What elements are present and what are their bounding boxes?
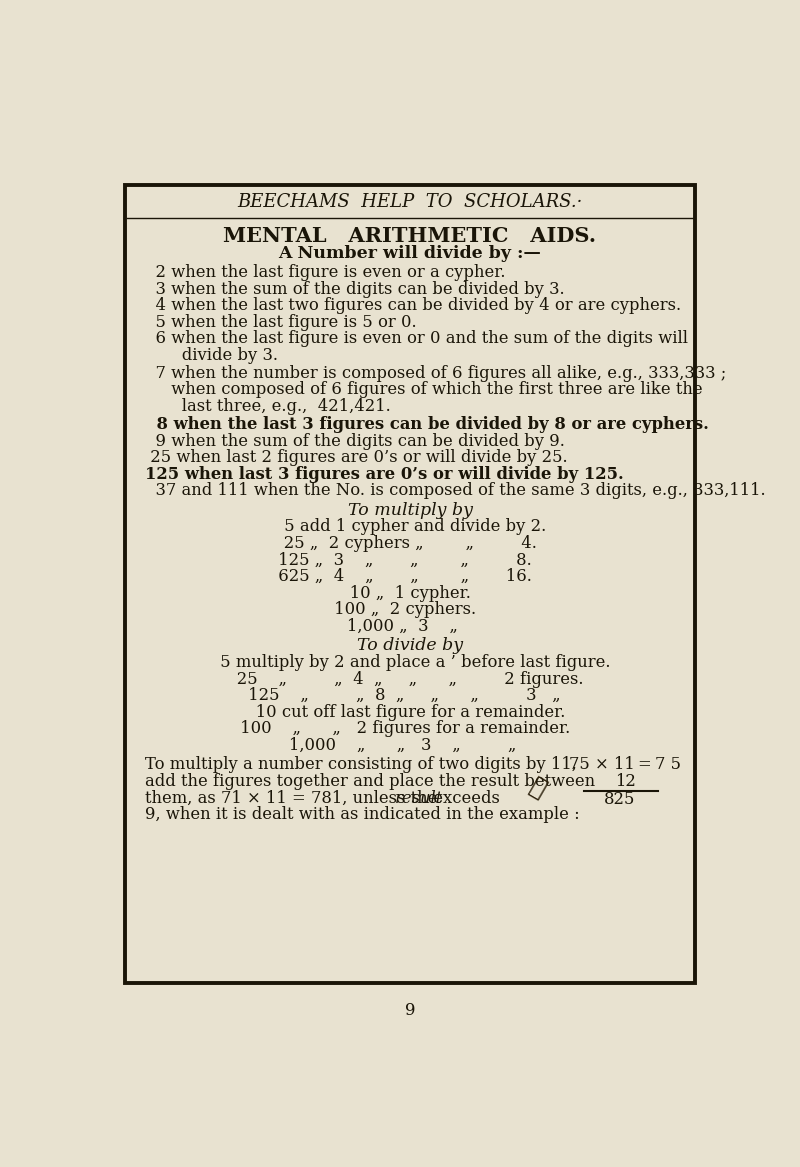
FancyBboxPatch shape [125,184,695,983]
Text: 100 „  2 cyphers.: 100 „ 2 cyphers. [329,601,476,619]
Text: A Number will divide by :—: A Number will divide by :— [278,245,542,263]
Text: 625 „  4    „       „        „       16.: 625 „ 4 „ „ „ 16. [273,568,532,585]
Text: 25 „  2 cyphers „        „         4.: 25 „ 2 cyphers „ „ 4. [268,534,537,552]
Text: 100    „      „   2 figures for a remainder.: 100 „ „ 2 figures for a remainder. [234,720,570,738]
Text: 825: 825 [604,791,635,809]
Text: 25    „         „  4  „     „      „         2 figures.: 25 „ „ 4 „ „ „ 2 figures. [221,671,583,687]
Text: 6 when the last figure is even or 0 and the sum of the digits will: 6 when the last figure is even or 0 and … [145,330,688,348]
Text: 25 when last 2 figures are 0’s or will divide by 25.: 25 when last 2 figures are 0’s or will d… [145,449,567,466]
Text: 8 when the last 3 figures can be divided by 8 or are cyphers.: 8 when the last 3 figures can be divided… [145,417,709,433]
Text: add the figures together and place the result between: add the figures together and place the r… [145,773,595,790]
Text: 37 and 111 when the No. is composed of the same 3 digits, e.g., 333,111.: 37 and 111 when the No. is composed of t… [145,482,766,499]
Text: 12: 12 [615,773,636,790]
Text: 10 cut off last figure for a remainder.: 10 cut off last figure for a remainder. [239,704,565,721]
Text: 125    „         „  8  „     „      „         3   „: 125 „ „ 8 „ „ „ 3 „ [243,687,561,704]
Text: To multiply a number consisting of two digits by 11,: To multiply a number consisting of two d… [145,756,577,774]
Text: exceeds: exceeds [428,790,500,806]
Text: 125 „  3    „       „        „         8.: 125 „ 3 „ „ „ 8. [273,552,532,568]
Text: 125 when last 3 figures are 0’s or will divide by 125.: 125 when last 3 figures are 0’s or will … [145,466,624,483]
Text: 3 when the sum of the digits can be divided by 3.: 3 when the sum of the digits can be divi… [145,280,565,298]
Text: last three, e.g.,  421,421.: last three, e.g., 421,421. [145,398,390,415]
Text: 👍: 👍 [526,774,550,802]
Text: result: result [394,790,443,806]
Text: To divide by: To divide by [357,637,463,655]
Text: 9: 9 [405,1001,415,1019]
Text: them, as 71 × 11 = 781, unless the: them, as 71 × 11 = 781, unless the [145,790,442,806]
Text: 75 × 11 = 7 5: 75 × 11 = 7 5 [569,756,681,774]
Text: To multiply by: To multiply by [347,502,473,519]
Text: 2 when the last figure is even or a cypher.: 2 when the last figure is even or a cyph… [145,264,506,281]
Text: MENTAL   ARITHMETIC   AIDS.: MENTAL ARITHMETIC AIDS. [223,226,597,246]
Text: 5 when the last figure is 5 or 0.: 5 when the last figure is 5 or 0. [145,314,417,330]
Text: 1,000    „      „   3    „         „: 1,000 „ „ 3 „ „ [289,736,516,754]
Text: 5 add 1 cypher and divide by 2.: 5 add 1 cypher and divide by 2. [258,518,546,536]
Text: when composed of 6 figures of which the first three are like the: when composed of 6 figures of which the … [145,382,702,398]
Text: 7 when the number is composed of 6 figures all alike, e.g., 333,333 ;: 7 when the number is composed of 6 figur… [145,365,726,382]
Text: BEECHAMS  HELP  TO  SCHOLARS.·: BEECHAMS HELP TO SCHOLARS.· [238,193,582,210]
Text: 9, when it is dealt with as indicated in the example :: 9, when it is dealt with as indicated in… [145,806,580,823]
Text: 4 when the last two figures can be divided by 4 or are cyphers.: 4 when the last two figures can be divid… [145,298,681,314]
Text: 1,000 „  3    „: 1,000 „ 3 „ [347,617,458,635]
Text: divide by 3.: divide by 3. [145,347,278,364]
Text: 9 when the sum of the digits can be divided by 9.: 9 when the sum of the digits can be divi… [145,433,565,449]
Text: 10 „  1 cypher.: 10 „ 1 cypher. [334,585,470,602]
Text: 5 multiply by 2 and place a ’ before last figure.: 5 multiply by 2 and place a ’ before las… [194,654,610,671]
